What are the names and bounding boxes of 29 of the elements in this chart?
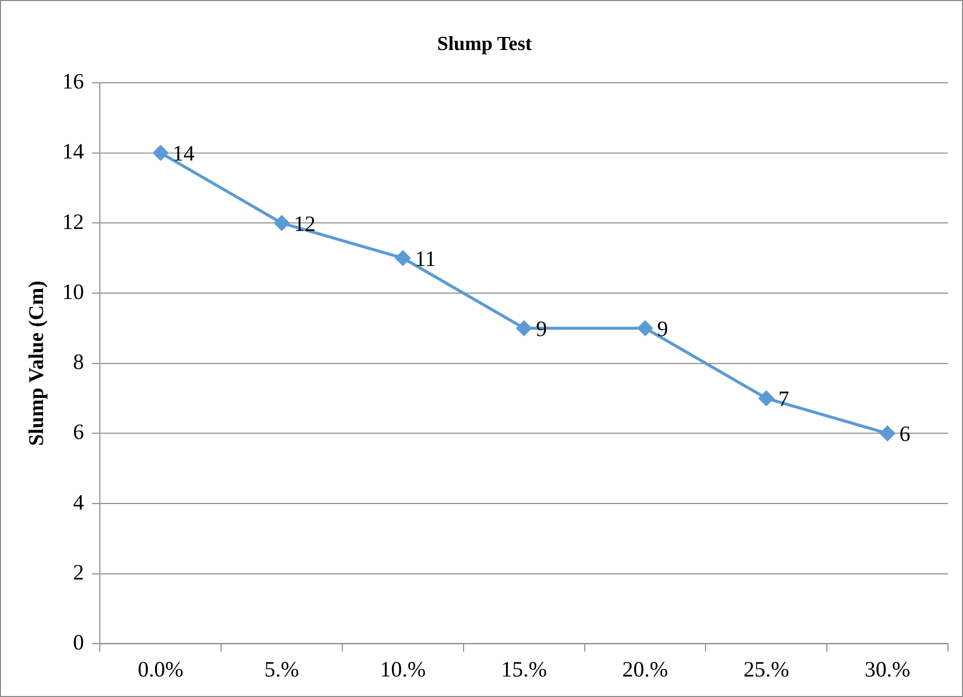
x-tick-label: 20.% [622,656,668,682]
x-tick-label: 5.% [264,656,300,682]
point [516,320,532,336]
y-tick-label: 4 [73,489,84,514]
y-tick-label: 14 [62,138,84,164]
x-tick-label: 0.0% [138,656,184,682]
y-tick-label: 16 [62,68,84,94]
point [395,250,410,266]
x-tick-label: 30.% [864,656,910,682]
point [153,145,168,160]
y-tick-label: 12 [62,208,84,234]
data-label: 11 [414,246,436,271]
point [274,216,290,230]
y-tick-label: 8 [73,349,84,374]
y-tick-label: 0 [73,630,84,655]
y-tick-label: 10 [62,278,84,304]
x-tick-label: 10.% [380,656,426,682]
data-label: 14 [172,140,195,166]
y-tick-label: 6 [73,419,84,444]
data-label: 6 [899,421,910,446]
x-tick-label: 25.% [743,656,790,682]
data-label: 9 [657,316,668,341]
point [880,426,895,441]
y-tick-label: 2 [73,559,84,584]
point [638,320,653,336]
x-tick-label: 15.% [501,656,547,682]
point [758,390,774,406]
chart-title: Slump Test [437,33,532,56]
y-axis-title: Slump Value (Cm) [24,280,48,446]
